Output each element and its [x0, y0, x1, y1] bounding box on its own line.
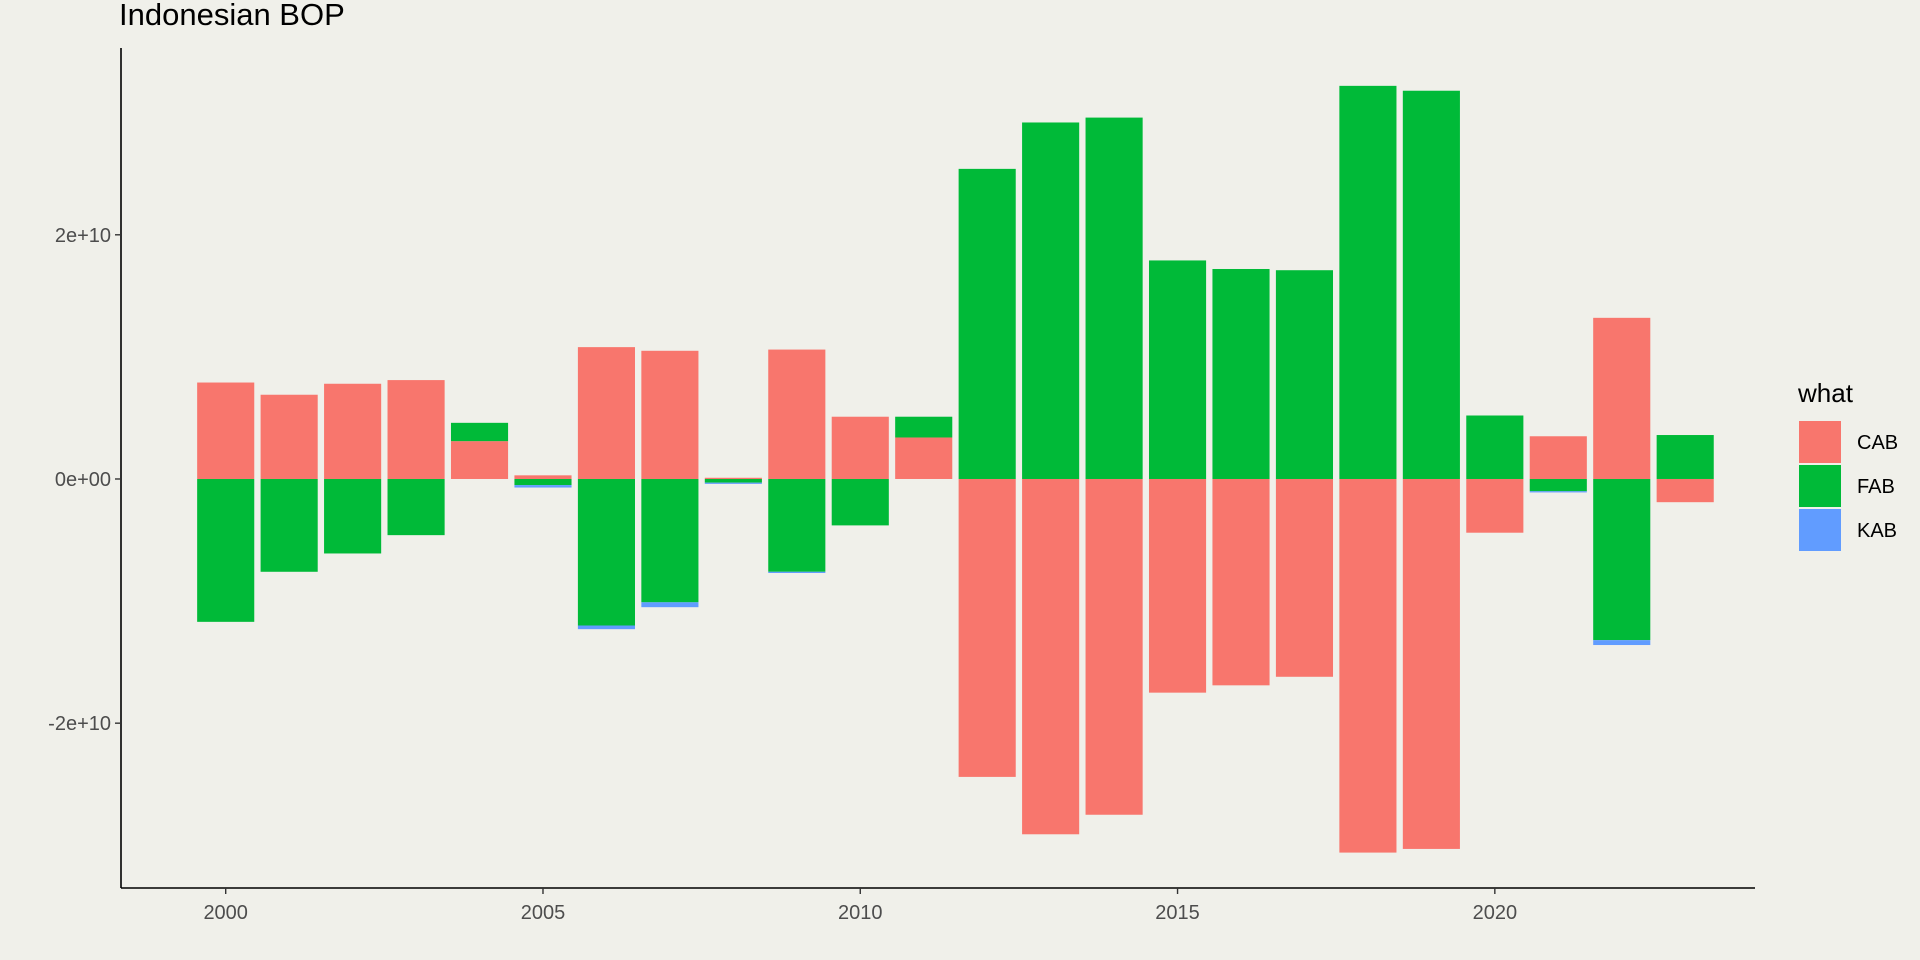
bar-cab-2003 [387, 380, 445, 479]
bar-cab-2021 [1529, 436, 1587, 479]
x-axis-ticks: 2000 2005 2010 2015 2020 [203, 888, 1517, 924]
bar-cab-2007 [641, 350, 699, 479]
bar-fab-2010 [831, 478, 889, 526]
bar-cab-2020 [1466, 478, 1524, 533]
chart-title: Indonesian BOP [119, 0, 345, 32]
bar-fab-2012 [958, 168, 1016, 479]
bar-fab-2004 [450, 422, 509, 442]
bar-fab-2002 [324, 478, 382, 554]
bar-cab-2011 [895, 437, 953, 479]
bar-kab-2021 [1529, 491, 1587, 493]
y-tick-label: 0e+00 [55, 469, 111, 491]
bar-fab-2022 [1593, 478, 1651, 641]
legend-label-cab: CAB [1857, 432, 1898, 454]
bar-cab-2010 [831, 416, 889, 479]
bar-kab-2005 [514, 485, 572, 488]
legend-key-cab [1799, 421, 1841, 463]
bar-cab-2012 [958, 478, 1016, 777]
bar-fab-2017 [1275, 270, 1334, 479]
bar-kab-2022 [1593, 640, 1651, 646]
bar-cab-2002 [324, 383, 382, 479]
bar-fab-2006 [577, 478, 635, 626]
bar-cab-2000 [197, 382, 255, 479]
bar-kab-2006 [577, 625, 635, 630]
bar-fab-2016 [1212, 268, 1270, 479]
bars-layer [197, 85, 1714, 853]
legend: what CAB FAB KAB [1797, 378, 1898, 551]
bar-kab-2008 [704, 482, 762, 484]
legend-key-fab [1799, 465, 1841, 507]
bar-kab-2007 [641, 602, 699, 608]
bar-fab-2013 [1022, 122, 1080, 479]
legend-label-kab: KAB [1857, 520, 1897, 542]
bar-fab-2011 [895, 416, 953, 438]
x-tick-label: 2000 [203, 902, 248, 924]
bar-cab-2014 [1085, 478, 1143, 815]
y-axis-ticks: -2e+10 0e+00 2e+10 [48, 225, 121, 735]
legend-key-kab [1799, 509, 1841, 551]
legend-title: what [1797, 378, 1854, 408]
bar-fab-2015 [1148, 260, 1207, 479]
x-tick-label: 2015 [1155, 902, 1200, 924]
bar-fab-2019 [1402, 90, 1460, 479]
bar-fab-2014 [1085, 117, 1143, 479]
bar-cab-2019 [1402, 478, 1460, 849]
bar-fab-2008 [704, 478, 762, 483]
bar-fab-2018 [1339, 85, 1397, 479]
bar-cab-2004 [450, 441, 509, 479]
bar-fab-2003 [387, 478, 445, 536]
x-tick-label: 2005 [521, 902, 566, 924]
y-tick-label: -2e+10 [48, 713, 111, 735]
bar-cab-2008 [704, 477, 762, 479]
bar-fab-2005 [514, 478, 572, 486]
bar-fab-2009 [768, 478, 826, 572]
bar-cab-2001 [260, 394, 318, 479]
bar-cab-2013 [1022, 478, 1080, 835]
bar-kab-2009 [768, 571, 826, 573]
legend-label-fab: FAB [1857, 476, 1895, 498]
x-tick-label: 2020 [1473, 902, 1518, 924]
x-tick-label: 2010 [838, 902, 883, 924]
bar-fab-2000 [197, 478, 255, 622]
bar-cab-2015 [1148, 478, 1207, 693]
bar-fab-2023 [1656, 435, 1714, 479]
bar-cab-2017 [1275, 478, 1334, 677]
y-tick-label: 2e+10 [55, 225, 111, 247]
bar-cab-2005 [514, 475, 572, 479]
bar-fab-2001 [260, 478, 318, 572]
bar-cab-2006 [577, 347, 635, 479]
bar-fab-2020 [1466, 415, 1524, 479]
bar-fab-2021 [1529, 478, 1587, 492]
bar-cab-2009 [768, 349, 826, 479]
bar-fab-2007 [641, 478, 699, 603]
bar-cab-2023 [1656, 478, 1714, 503]
bar-cab-2018 [1339, 478, 1397, 853]
bar-cab-2022 [1593, 317, 1651, 479]
bar-cab-2016 [1212, 478, 1270, 686]
